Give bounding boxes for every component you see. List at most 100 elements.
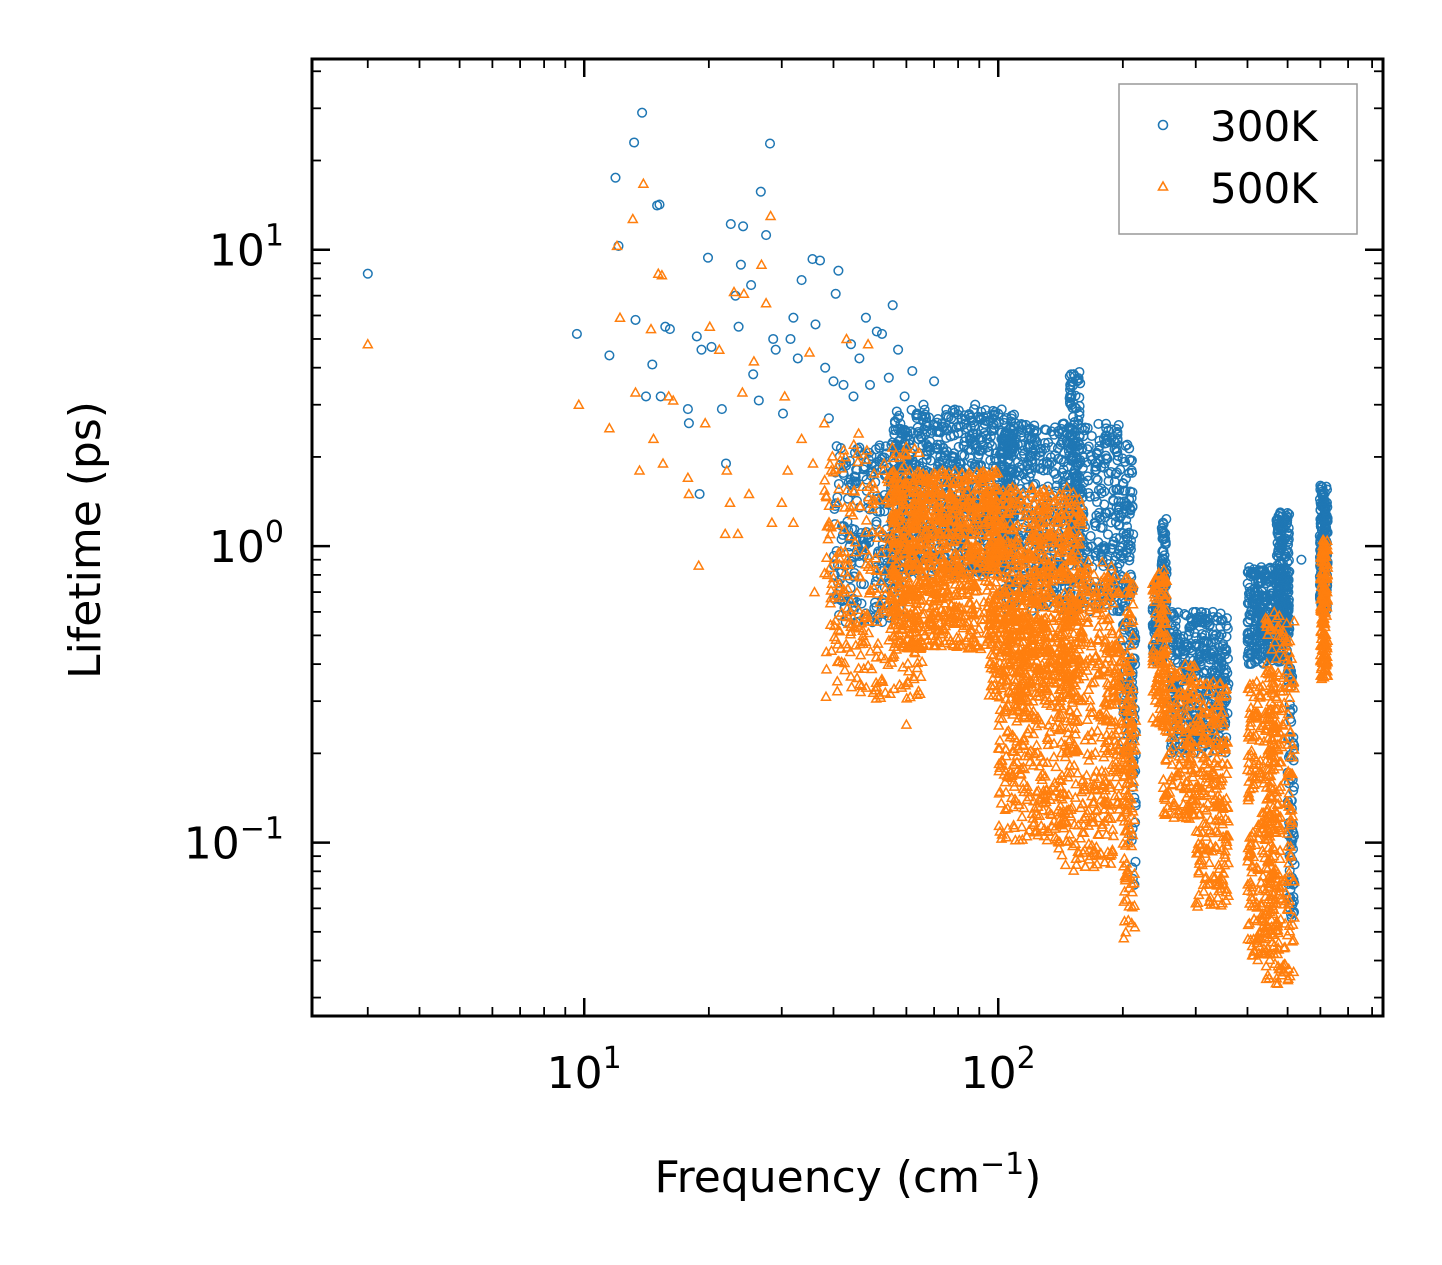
data-point-300k: [1018, 469, 1029, 480]
data-point-300k: [1102, 529, 1114, 540]
data-point-300k: [1103, 475, 1114, 487]
data-point-300k: [770, 344, 781, 355]
data-point-300k: [610, 172, 621, 183]
data-point-300k: [946, 422, 957, 433]
data-point-500k: [732, 527, 744, 539]
data-point-300k: [1113, 507, 1124, 518]
data-point-300k: [929, 376, 940, 387]
data-point-300k: [777, 408, 789, 419]
data-point-300k: [1221, 631, 1232, 642]
data-point-500k: [692, 559, 705, 570]
data-point-300k: [998, 414, 1009, 425]
data-point-500k: [778, 390, 791, 401]
data-point-300k: [761, 230, 772, 241]
data-point-300k: [912, 422, 923, 433]
data-point-300k: [999, 460, 1010, 471]
data-point-300k: [838, 470, 849, 481]
data-point-300k: [1000, 473, 1011, 485]
data-point-300k: [1211, 629, 1222, 640]
data-point-300k: [1067, 437, 1079, 448]
data-point-300k: [655, 391, 666, 402]
data-point-300k: [1184, 643, 1196, 654]
data-point-500k: [704, 320, 716, 331]
data-point-300k: [814, 255, 826, 266]
data-point-300k: [725, 219, 736, 230]
data-point-300k: [861, 539, 872, 550]
data-point-300k: [1069, 471, 1080, 482]
data-point-300k: [921, 426, 932, 437]
data-point-300k: [1096, 483, 1107, 494]
data-point-300k: [1023, 433, 1034, 444]
data-point-300k: [1108, 494, 1119, 505]
data-point-500k: [764, 209, 777, 221]
data-point-500k: [647, 432, 660, 444]
data-point-300k: [1207, 629, 1218, 640]
data-point-300k: [1008, 428, 1019, 439]
data-point-300k: [1101, 430, 1112, 441]
data-point-300k: [932, 444, 943, 455]
data-point-300k: [682, 404, 693, 415]
data-point-500k: [766, 516, 778, 527]
data-point-300k: [966, 458, 977, 469]
data-point-300k: [683, 418, 694, 429]
data-point-300k: [1002, 439, 1013, 450]
data-point-300k: [1106, 517, 1117, 528]
data-point-300k: [1024, 471, 1035, 482]
data-point-300k: [1093, 537, 1104, 548]
data-point-300k: [874, 442, 885, 453]
data-point-300k: [1199, 635, 1210, 646]
data-point-300k: [1208, 654, 1219, 665]
data-point-300k: [1067, 376, 1079, 387]
data-point-300k: [1127, 501, 1138, 513]
data-point-500k: [847, 509, 859, 520]
data-point-300k: [1100, 418, 1112, 429]
data-point-300k: [985, 415, 996, 426]
data-point-300k: [755, 186, 766, 197]
data-point-300k: [972, 442, 983, 453]
data-point-300k: [1222, 653, 1233, 664]
data-point-300k: [1009, 440, 1020, 451]
data-point-500k: [719, 527, 731, 539]
data-point-300k: [1089, 517, 1100, 528]
data-point-300k: [918, 399, 929, 410]
data-point-300k: [1183, 630, 1194, 641]
data-point-500k: [795, 432, 808, 444]
data-point-300k: [1094, 454, 1105, 465]
data-point-300k: [964, 452, 975, 463]
data-point-300k: [975, 445, 986, 456]
data-point-300k: [1065, 454, 1077, 465]
data-point-300k: [1186, 616, 1198, 627]
data-points-layer: [362, 107, 1334, 988]
data-point-300k: [1101, 453, 1112, 464]
data-point-300k: [1094, 441, 1105, 452]
data-point-500k: [831, 685, 844, 696]
data-point-300k: [654, 199, 665, 210]
data-point-300k: [1117, 547, 1128, 559]
data-point-300k: [848, 391, 859, 402]
data-point-300k: [796, 275, 807, 286]
data-point-500k: [627, 212, 639, 224]
data-point-300k: [1028, 427, 1039, 438]
data-point-500k: [852, 427, 865, 438]
data-point-300k: [833, 265, 844, 276]
data-point-300k: [694, 488, 705, 500]
data-point-300k: [1067, 424, 1078, 436]
data-point-500k: [822, 533, 834, 544]
data-point-300k: [733, 321, 744, 332]
data-point-300k: [706, 341, 717, 352]
data-point-300k: [1296, 554, 1307, 565]
data-point-300k: [857, 471, 868, 482]
data-point-300k: [883, 372, 894, 383]
data-point-300k: [1085, 531, 1096, 542]
data-point-300k: [828, 376, 839, 387]
data-point-300k: [844, 541, 855, 552]
data-point-300k: [1075, 378, 1086, 389]
data-point-300k: [753, 395, 764, 406]
data-point-300k: [838, 521, 849, 532]
data-point-500k: [902, 657, 914, 668]
data-point-300k: [1212, 652, 1224, 663]
data-point-300k: [830, 288, 841, 299]
data-point-300k: [970, 399, 981, 410]
data-point-300k: [1086, 541, 1097, 552]
data-point-300k: [1195, 607, 1206, 618]
